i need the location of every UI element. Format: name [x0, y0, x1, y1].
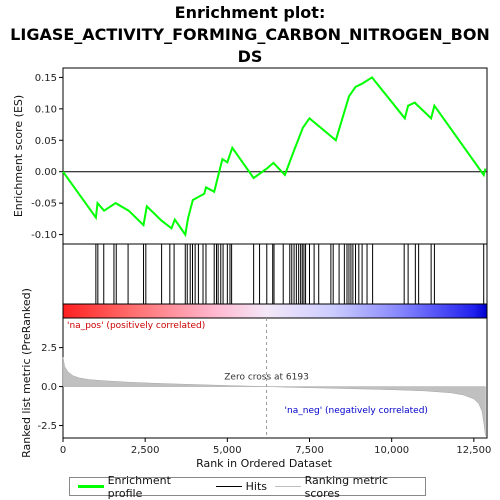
x-tick-label: 5,000 [213, 445, 242, 456]
es-y-tick-label: -0.10 [31, 230, 57, 241]
legend: Enrichment profile Hits Ranking metric s… [69, 474, 426, 500]
ranked-frame [62, 317, 488, 439]
legend-item-enrichment: Enrichment profile [78, 474, 208, 500]
ranked-y-tick-label: -2.5 [37, 421, 57, 432]
rank-color-bar [62, 303, 488, 319]
legend-swatch-hits [215, 486, 242, 487]
x-tick-label: 7,500 [295, 445, 324, 456]
x-tick-label: 12,500 [456, 445, 491, 456]
legend-item-hits: Hits [215, 480, 267, 493]
x-tick-label: 2,500 [131, 445, 160, 456]
legend-swatch-enrichment [78, 485, 104, 488]
x-axis-label: Rank in Ordered Dataset [196, 457, 333, 470]
ranked-y-tick-label: 2.5 [41, 343, 57, 354]
chart-title-line-1: Enrichment plot: [175, 3, 326, 22]
es-y-tick-label: -0.05 [31, 199, 57, 210]
chart-title-line-3: DS [238, 47, 263, 66]
es-plot-frame [62, 67, 488, 245]
es-y-axis-label: Enrichment score (ES) [12, 95, 25, 217]
legend-label-ranking: Ranking metric scores [304, 473, 389, 500]
ranked-y-tick-label: 0.0 [41, 382, 57, 393]
es-y-tick-label: 0.10 [35, 104, 57, 115]
x-tick-label: 10,000 [374, 445, 409, 456]
ranking-metric-area [62, 356, 486, 436]
enrichment-profile-line [62, 76, 487, 238]
hits-panel [62, 243, 488, 305]
legend-item-ranking: Ranking metric scores [275, 474, 425, 500]
es-y-tick-label: 0.15 [35, 73, 57, 84]
chart-title-line-2: LIGASE_ACTIVITY_FORMING_CARBON_NITROGEN_… [10, 25, 490, 44]
ranked-y-axis-label: Ranked list metric (PreRanked) [20, 288, 33, 458]
legend-swatch-ranking [275, 486, 301, 487]
legend-label-enrichment: Enrichment profile [107, 473, 171, 500]
zero-cross-label: Zero cross at 6193 [224, 373, 309, 383]
negative-correlation-label: 'na_neg' (negatively correlated) [285, 406, 428, 416]
ranked-metric-panel: 'na_pos' (positively correlated) 'na_neg… [37, 317, 488, 439]
legend-label-hits: Hits [245, 480, 267, 493]
es-y-tick-label: 0.00 [35, 167, 57, 178]
hits-frame [62, 243, 488, 305]
positive-correlation-label: 'na_pos' (positively correlated) [67, 321, 205, 331]
rank-color-strip [62, 303, 488, 319]
x-axis: Rank in Ordered Dataset 0 2,500 5,000 7,500… [60, 438, 491, 470]
x-tick-label: 0 [60, 445, 66, 456]
es-panel: 0.15 0.10 0.05 0.00 -0.05 -0.10 [31, 67, 488, 245]
es-y-tick-label: 0.05 [35, 136, 57, 147]
